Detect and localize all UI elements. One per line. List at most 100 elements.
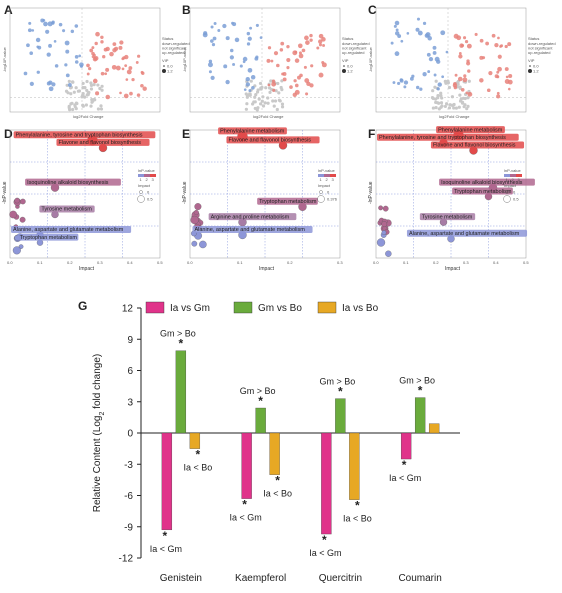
significance-star: * xyxy=(402,458,407,472)
pathway-label: Flavone and flavonol biosynthesis xyxy=(58,140,141,146)
volcano-point-ns xyxy=(271,99,275,103)
significance-star: * xyxy=(242,498,247,512)
volcano-point-up xyxy=(105,67,110,72)
pathway-bubble xyxy=(193,209,199,216)
volcano-point-down xyxy=(229,55,234,60)
plot-frame xyxy=(375,7,527,113)
volcano-point-ns xyxy=(81,81,85,86)
legend-color-step xyxy=(324,174,330,177)
volcano-point-down xyxy=(231,21,234,25)
pathway-bubble xyxy=(9,210,18,219)
volcano-point-down xyxy=(248,89,252,93)
bar-chart-g: 12 9 6 3 0 -3 -6 -9 -12 Relative Content (Log2 fo… xyxy=(92,301,460,584)
volcano-point-ns xyxy=(450,95,454,99)
volcano-point-down xyxy=(436,87,440,91)
legend-scale-label: 2 xyxy=(146,177,149,182)
volcano-point-ns xyxy=(264,86,268,90)
volcano-point-ns xyxy=(465,107,469,111)
volcano-point-down xyxy=(432,45,437,50)
legend-vip-item: 0.0 xyxy=(347,64,353,69)
volcano-point-up xyxy=(467,69,471,73)
volcano-point-down xyxy=(242,56,248,62)
legend-swatch xyxy=(317,301,337,314)
volcano-point-up xyxy=(460,87,465,92)
volcano-plot-c: log2Fold Change -log10P-value Statusdown-r… xyxy=(368,7,556,119)
volcano-point-up xyxy=(467,91,473,97)
volcano-point-down xyxy=(426,52,431,57)
volcano-point-down xyxy=(245,77,250,82)
x-tick-label: 0.0 xyxy=(187,260,193,265)
volcano-point-ns xyxy=(439,91,443,95)
volcano-point-up xyxy=(466,43,472,49)
volcano-plot-a: log2Fold Change -log10P-value Statusdown-r… xyxy=(2,7,190,119)
volcano-point-ns xyxy=(437,101,441,105)
legend-color-step xyxy=(516,174,522,177)
legend-impact-label: 0.376 xyxy=(327,197,338,202)
pathway-label: Alanine, aspartate and glutamate metabol… xyxy=(194,227,305,233)
volcano-point-ns xyxy=(244,107,248,111)
volcano-point-down xyxy=(43,21,48,27)
volcano-point-up xyxy=(297,43,303,49)
y-tick-label: 9 xyxy=(127,335,133,346)
significance-star: * xyxy=(258,394,263,408)
volcano-point-up xyxy=(92,78,98,84)
volcano-point-ns xyxy=(280,105,285,109)
pathway-label-box xyxy=(406,229,528,237)
volcano-point-down xyxy=(416,17,420,21)
volcano-point-up xyxy=(126,69,132,75)
bar xyxy=(255,407,266,434)
volcano-point-ns xyxy=(92,83,96,87)
legend-scale-label: 2 xyxy=(326,177,329,182)
legend-scale-label: 1 xyxy=(140,177,143,182)
pathway-x-label: Impact xyxy=(79,266,95,272)
x-tick-label: 0.0 xyxy=(7,260,13,265)
volcano-point-up xyxy=(464,40,469,44)
volcano-point-up xyxy=(86,72,90,76)
pathway-bubble xyxy=(20,198,26,205)
volcano-point-ns xyxy=(443,104,447,109)
legend-impact-dot xyxy=(503,195,511,203)
volcano-point-up xyxy=(294,58,300,63)
volcano-point-ns xyxy=(89,104,93,108)
pathway-label-box xyxy=(439,178,535,186)
volcano-point-ns xyxy=(259,102,263,106)
x-tick-label: 0.2 xyxy=(67,260,73,265)
volcano-point-up xyxy=(112,42,117,46)
volcano-point-ns xyxy=(275,107,279,112)
pathway-bubble xyxy=(382,205,389,212)
significance-star: * xyxy=(163,529,168,543)
volcano-point-ns xyxy=(444,102,449,106)
y-axis-label: Relative Content (Log2 fold change) xyxy=(92,354,106,512)
pathway-plot-e: Phenylalanine metabolism Flavone and flav… xyxy=(182,127,343,272)
significance-star: * xyxy=(322,533,327,547)
legend-lnp-title: lnP-value xyxy=(138,168,155,173)
volcano-point-up xyxy=(100,71,105,76)
volcano-point-ns xyxy=(99,107,104,111)
pathway-label: Flavone and flavonol biosynthesis xyxy=(228,138,311,144)
x-tick-label: 0.1 xyxy=(237,260,243,265)
bar xyxy=(335,398,346,434)
pathway-label: Phenylalanine, tyrosine and tryptophan b… xyxy=(16,132,143,138)
pathway-label: Alanine, aspartate and glutamate metabol… xyxy=(13,227,124,233)
volcano-point-ns xyxy=(261,104,266,108)
volcano-point-up xyxy=(286,44,290,49)
pathway-label: Phenylalanine, tyrosine and tryptophan b… xyxy=(379,135,506,141)
volcano-point-up xyxy=(286,57,291,63)
volcano-point-down xyxy=(245,82,251,87)
volcano-point-down xyxy=(254,56,259,61)
legend-status-title: Status xyxy=(528,36,539,41)
volcano-point-up xyxy=(456,35,462,41)
pathway-label: Tyrosine metabolism xyxy=(41,207,92,213)
volcano-point-ns xyxy=(85,79,89,84)
volcano-point-down xyxy=(243,88,247,91)
legend-impact-dot xyxy=(505,190,509,194)
legend-impact-label: 0.5 xyxy=(513,197,519,202)
legend-vip-title: VIP xyxy=(342,58,349,63)
volcano-point-ns xyxy=(272,104,276,108)
panel-letter-d: D xyxy=(4,127,13,141)
panel-letter-f: F xyxy=(368,127,375,141)
volcano-point-down xyxy=(31,29,35,32)
legend-status-title: Status xyxy=(162,36,173,41)
volcano-point-ns xyxy=(454,106,458,110)
pathway-plot-d: Phenylalanine, tyrosine and tryptophan b… xyxy=(2,129,163,272)
